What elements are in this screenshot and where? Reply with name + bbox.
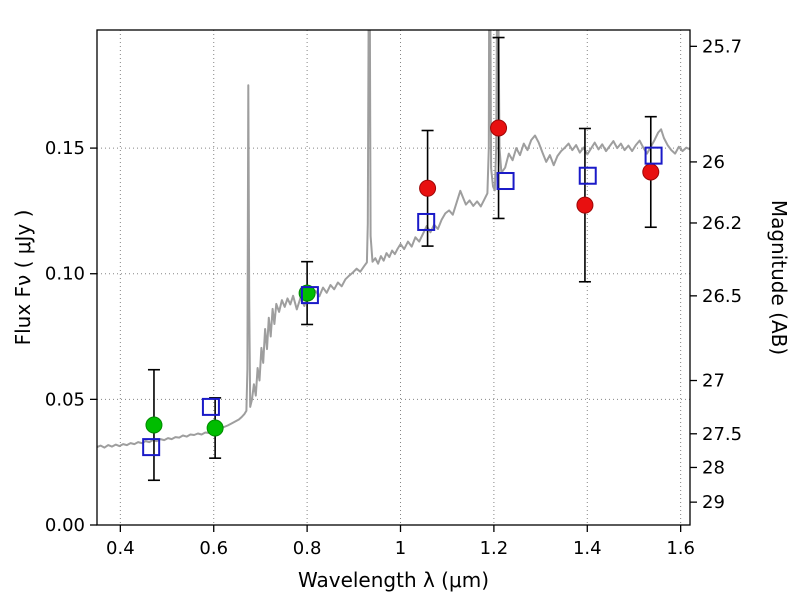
svg-text:0.15: 0.15 (45, 138, 85, 159)
svg-text:1: 1 (395, 538, 406, 559)
svg-text:1.2: 1.2 (480, 538, 509, 559)
gridlines (97, 30, 690, 525)
observed-photometry-red-circles-markers (419, 119, 660, 214)
svg-text:0.10: 0.10 (45, 264, 85, 285)
tick-marks-and-labels: 0.4 0.6 0.8 1 1.2 1.4 1.6 0.00 0.05 0.10 0.15 25.7 2… (45, 36, 742, 559)
svg-text:27.5: 27.5 (702, 424, 742, 445)
svg-text:26: 26 (702, 152, 725, 173)
svg-text:0.00: 0.00 (45, 515, 85, 536)
axes-frame (96, 29, 691, 526)
svg-text:27: 27 (702, 371, 725, 392)
model-spectrum-line (97, 30, 690, 449)
observed-photometry-green-circles-markers (145, 284, 316, 437)
error-bars (147, 36, 657, 482)
svg-text:0.4: 0.4 (106, 538, 135, 559)
svg-text:0.8: 0.8 (293, 538, 322, 559)
svg-text:26.2: 26.2 (702, 213, 742, 234)
svg-text:28: 28 (702, 457, 725, 478)
svg-text:0.05: 0.05 (45, 389, 85, 410)
svg-text:26.5: 26.5 (702, 286, 742, 307)
svg-text:25.7: 25.7 (702, 36, 742, 57)
y-axis-label-left: Flux Fν ( μJy ) (11, 210, 35, 346)
svg-text:29: 29 (702, 492, 725, 513)
y-axis-label-right: Magnitude (AB) (767, 200, 791, 355)
model-photometry-blue-open-squares-markers (142, 146, 663, 457)
svg-text:1.6: 1.6 (666, 538, 695, 559)
svg-text:0.6: 0.6 (199, 538, 228, 559)
x-axis-label: Wavelength λ (μm) (298, 568, 489, 592)
svg-text:1.4: 1.4 (573, 538, 602, 559)
